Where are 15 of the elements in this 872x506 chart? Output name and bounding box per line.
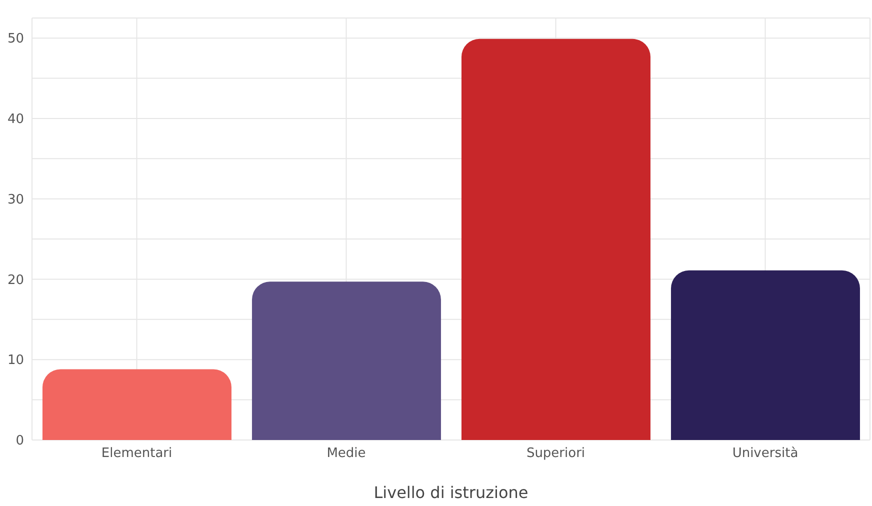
bar [42, 369, 232, 440]
bar [252, 282, 441, 440]
y-tick-label: 30 [7, 192, 24, 208]
x-tick-label: Superiori [526, 446, 586, 462]
y-tick-label: 20 [7, 272, 24, 288]
x-axis-title: Livello di istruzione [374, 483, 528, 502]
y-tick-label: 40 [7, 112, 24, 128]
bar [670, 270, 860, 440]
x-tick-label: Università [732, 446, 798, 462]
bar [461, 38, 650, 440]
y-tick-label: 10 [7, 353, 24, 368]
x-tick-label: Medie [326, 446, 366, 462]
y-tick-label: 0 [16, 434, 24, 449]
y-tick-label: 50 [7, 32, 24, 47]
x-tick-label: Elementari [101, 446, 172, 462]
